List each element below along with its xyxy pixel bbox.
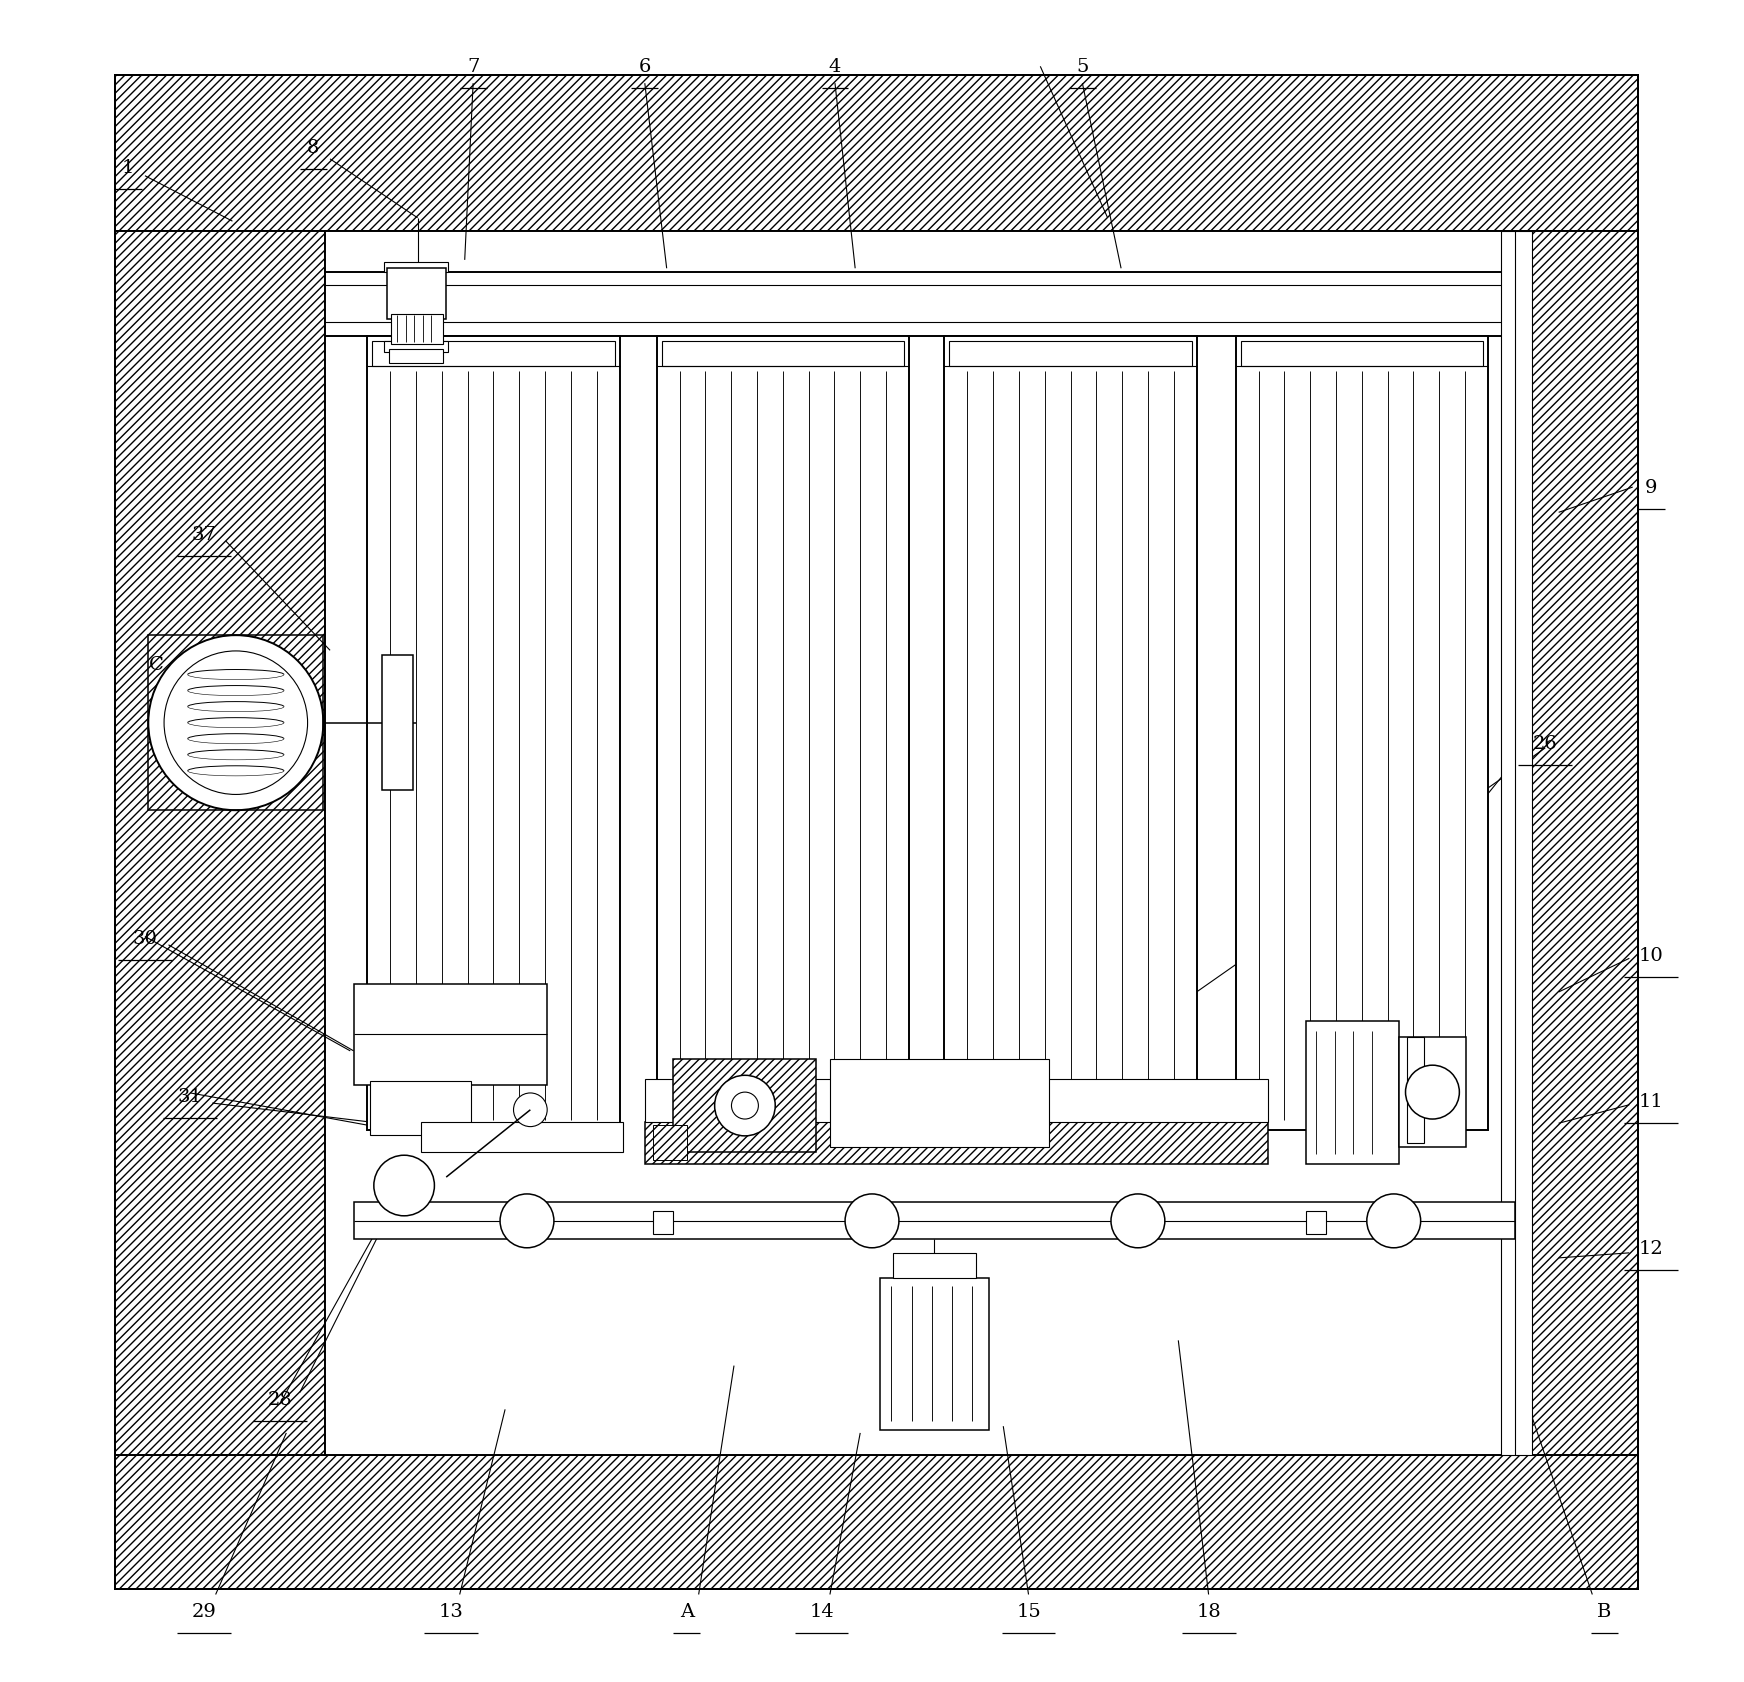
Bar (371, 341, 614, 367)
Bar (115, 232, 324, 1455)
Text: 15: 15 (1017, 1603, 1041, 1620)
Text: 6: 6 (638, 59, 651, 76)
Text: 10: 10 (1639, 947, 1664, 964)
Text: 11: 11 (1639, 1093, 1664, 1110)
Bar (656, 336, 909, 1130)
Bar (148, 636, 323, 811)
Bar (420, 1122, 623, 1152)
Bar (654, 1211, 673, 1235)
Text: 9: 9 (1645, 479, 1657, 496)
Text: 37: 37 (192, 526, 216, 543)
Bar (1306, 1021, 1399, 1164)
Bar (370, 1082, 471, 1135)
Text: B: B (1598, 1603, 1611, 1620)
Text: 4: 4 (828, 59, 841, 76)
Bar (1407, 1038, 1425, 1144)
Circle shape (1111, 1194, 1165, 1248)
Circle shape (1367, 1194, 1421, 1248)
Text: 1: 1 (122, 160, 134, 177)
Text: 30: 30 (133, 930, 157, 947)
Bar (384, 262, 448, 272)
Circle shape (501, 1194, 555, 1248)
Bar (115, 1455, 1638, 1589)
Circle shape (715, 1076, 776, 1137)
Bar (324, 232, 1531, 1455)
Bar (389, 350, 443, 363)
Text: A: A (680, 1603, 694, 1620)
Bar (654, 1125, 687, 1161)
Bar (830, 1060, 1048, 1147)
Bar (1502, 232, 1531, 1455)
Circle shape (513, 1093, 548, 1127)
Bar (893, 1253, 975, 1278)
Bar (391, 315, 443, 345)
Bar (944, 336, 1196, 1130)
Circle shape (731, 1093, 759, 1120)
Bar (1235, 336, 1488, 1130)
Text: 26: 26 (1533, 735, 1557, 752)
Text: 13: 13 (439, 1603, 464, 1620)
Bar (1306, 1211, 1327, 1235)
Bar (387, 269, 446, 320)
Bar (1399, 1038, 1467, 1147)
Bar (354, 1203, 1516, 1240)
Text: 8: 8 (307, 140, 319, 156)
Circle shape (148, 636, 323, 811)
Text: 28: 28 (267, 1391, 291, 1408)
Circle shape (1406, 1066, 1460, 1120)
Bar (949, 341, 1191, 367)
Text: 5: 5 (1076, 59, 1088, 76)
Text: 7: 7 (467, 59, 480, 76)
Bar (661, 341, 903, 367)
Bar (645, 1122, 1268, 1164)
Circle shape (846, 1194, 898, 1248)
Bar (366, 336, 619, 1130)
Bar (1531, 232, 1638, 1455)
Bar (354, 984, 548, 1085)
Bar (673, 1060, 816, 1152)
Bar (384, 341, 448, 353)
Bar (645, 1080, 1268, 1122)
Text: 29: 29 (192, 1603, 216, 1620)
Text: 14: 14 (809, 1603, 834, 1620)
Bar (1240, 341, 1482, 367)
Bar (324, 272, 1531, 336)
Circle shape (373, 1156, 434, 1216)
Bar (115, 76, 1638, 232)
Text: C: C (150, 656, 164, 673)
Text: 18: 18 (1196, 1603, 1221, 1620)
Circle shape (164, 651, 307, 796)
Text: 31: 31 (178, 1088, 202, 1105)
Text: 12: 12 (1639, 1240, 1664, 1256)
Bar (879, 1278, 989, 1430)
Bar (382, 656, 413, 791)
